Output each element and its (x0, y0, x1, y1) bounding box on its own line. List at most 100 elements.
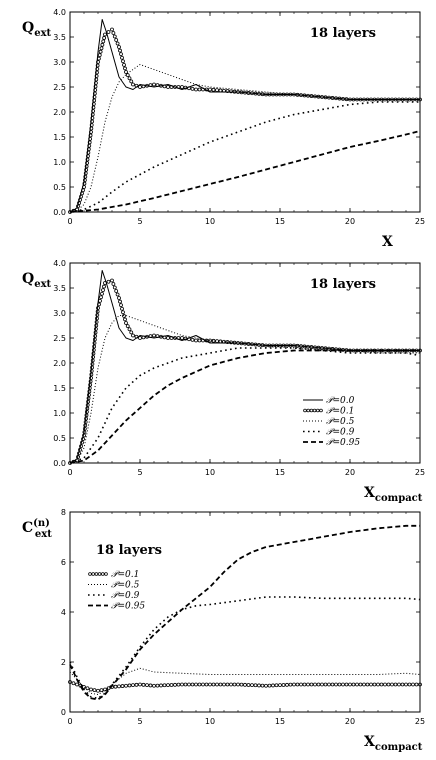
y-axis-label: Qext (22, 20, 52, 39)
data-point (93, 334, 98, 338)
data-point (285, 682, 289, 687)
legend-swatch (94, 572, 99, 576)
data-point (386, 97, 391, 102)
data-point (355, 682, 359, 687)
data-point (407, 97, 412, 102)
data-point (129, 330, 134, 335)
data-point (274, 343, 279, 348)
data-point (330, 682, 335, 687)
x-axis-label-main: X (364, 734, 375, 750)
data-point (122, 62, 126, 67)
x-tick-label: 25 (415, 468, 425, 477)
data-point (92, 688, 97, 693)
data-point (145, 83, 149, 88)
data-point (112, 285, 117, 290)
data-point (124, 683, 128, 688)
data-point (127, 76, 132, 81)
data-point (362, 97, 366, 102)
data-point (92, 98, 97, 103)
data-point (222, 88, 226, 93)
data-point (281, 92, 286, 97)
data-point (106, 30, 111, 34)
data-point (103, 687, 107, 692)
data-point (166, 336, 170, 340)
x-tick-label: 25 (415, 217, 425, 226)
data-point (96, 56, 101, 61)
data-point (162, 335, 167, 340)
y-tick-label: 6 (61, 558, 66, 567)
data-point (91, 105, 96, 110)
data-point (94, 81, 98, 85)
data-point (114, 38, 119, 42)
x-tick-label: 10 (205, 217, 215, 226)
data-point (201, 87, 205, 92)
data-point (80, 191, 84, 196)
data-point (313, 94, 317, 99)
data-point (208, 682, 212, 687)
data-point (253, 91, 258, 96)
data-point (208, 87, 212, 92)
data-point (86, 147, 91, 152)
data-point (295, 92, 300, 97)
legend-label: 𝒫=0.5 (326, 417, 355, 427)
data-point (215, 682, 219, 687)
data-point (79, 444, 83, 449)
data-point (84, 416, 88, 421)
y-tick-label: 2.0 (53, 108, 66, 117)
data-point (316, 682, 321, 687)
data-point (334, 96, 338, 101)
data-point (211, 87, 216, 92)
data-point (141, 335, 146, 340)
data-point (260, 92, 265, 97)
series-3-line (69, 64, 420, 213)
data-point (201, 682, 205, 687)
y-tick-label: 3.0 (53, 309, 66, 318)
data-point (85, 157, 90, 162)
legend-swatch (315, 408, 320, 413)
y-axis-label: Qext (22, 271, 52, 290)
y-tick-label: 3.5 (53, 33, 66, 42)
data-point (131, 333, 135, 338)
data-point (190, 337, 195, 342)
data-point (180, 336, 184, 340)
data-point (84, 413, 89, 418)
data-point (390, 682, 394, 687)
data-point (376, 682, 380, 687)
data-point (372, 682, 377, 687)
series-4-line (69, 101, 420, 213)
data-point (173, 336, 177, 340)
data-point (115, 292, 120, 297)
data-point (85, 406, 90, 411)
data-point (134, 334, 139, 339)
data-point (232, 89, 237, 94)
data-point (239, 682, 244, 687)
data-point (414, 682, 419, 687)
series-1-line (69, 19, 420, 213)
data-point (101, 288, 105, 293)
data-point (96, 60, 100, 64)
data-point (169, 683, 174, 687)
data-point (90, 112, 95, 117)
series-5-line (69, 349, 420, 464)
data-point (194, 338, 198, 343)
data-point (295, 682, 300, 687)
legend-swatch (97, 572, 102, 576)
plot-frame (69, 262, 421, 464)
x-axis-label: X (382, 234, 393, 250)
data-point (323, 95, 328, 100)
data-point (97, 53, 102, 58)
data-point (246, 342, 251, 346)
data-point (89, 369, 94, 373)
data-point (120, 306, 124, 311)
legend-swatch (309, 408, 314, 413)
data-point (236, 90, 240, 94)
y-axis-label-main: Q (22, 271, 34, 287)
data-point (75, 682, 79, 687)
data-point (87, 393, 91, 397)
data-point (85, 403, 90, 407)
data-point (418, 97, 422, 102)
data-point (125, 324, 130, 329)
data-point (100, 291, 104, 296)
data-point (302, 344, 307, 349)
data-point (232, 682, 237, 687)
